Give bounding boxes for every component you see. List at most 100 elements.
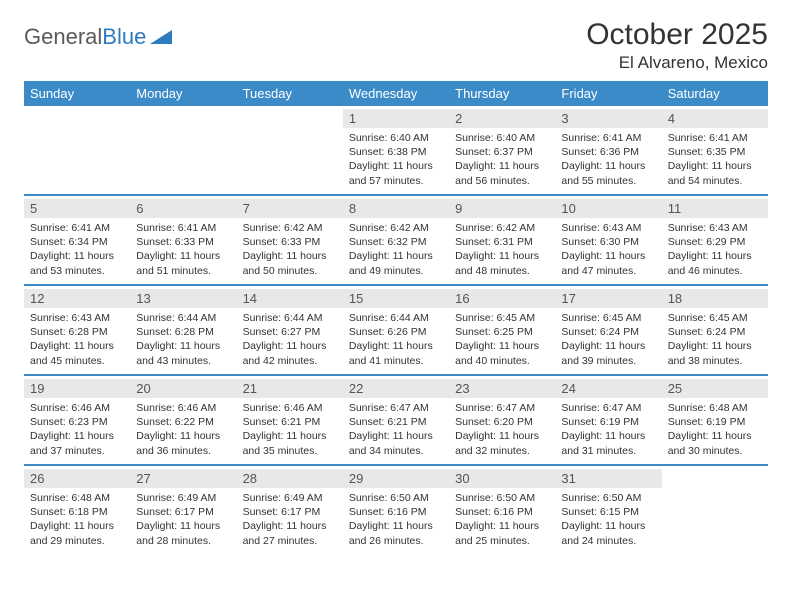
day-details: Sunrise: 6:44 AMSunset: 6:26 PMDaylight:… (349, 311, 443, 368)
day-details: Sunrise: 6:40 AMSunset: 6:37 PMDaylight:… (455, 131, 549, 188)
dayname-monday: Monday (130, 81, 236, 106)
dayname-thursday: Thursday (449, 81, 555, 106)
day-cell: 3 Sunrise: 6:41 AMSunset: 6:36 PMDaylight… (555, 106, 661, 195)
day-details: Sunrise: 6:41 AMSunset: 6:34 PMDaylight:… (30, 221, 124, 278)
day-details: Sunrise: 6:46 AMSunset: 6:23 PMDaylight:… (30, 401, 124, 458)
day-cell: 6 Sunrise: 6:41 AMSunset: 6:33 PMDaylight… (130, 195, 236, 285)
day-details: Sunrise: 6:47 AMSunset: 6:21 PMDaylight:… (349, 401, 443, 458)
day-number: 5 (24, 199, 130, 218)
day-number: 16 (449, 289, 555, 308)
day-cell: 11 Sunrise: 6:43 AMSunset: 6:29 PMDayligh… (662, 195, 768, 285)
day-number: 25 (662, 379, 768, 398)
title-block: October 2025 El Alvareno, Mexico (586, 18, 768, 73)
day-details: Sunrise: 6:40 AMSunset: 6:38 PMDaylight:… (349, 131, 443, 188)
day-details: Sunrise: 6:45 AMSunset: 6:25 PMDaylight:… (455, 311, 549, 368)
week-row: 1 Sunrise: 6:40 AMSunset: 6:38 PMDaylight… (24, 106, 768, 195)
day-cell: 7 Sunrise: 6:42 AMSunset: 6:33 PMDaylight… (237, 195, 343, 285)
day-number: 14 (237, 289, 343, 308)
day-details: Sunrise: 6:50 AMSunset: 6:15 PMDaylight:… (561, 491, 655, 548)
day-number: 17 (555, 289, 661, 308)
day-cell: 27Sunrise: 6:49 AMSunset: 6:17 PMDayligh… (130, 465, 236, 554)
dayname-wednesday: Wednesday (343, 81, 449, 106)
dayname-friday: Friday (555, 81, 661, 106)
day-cell: 21Sunrise: 6:46 AMSunset: 6:21 PMDayligh… (237, 375, 343, 465)
day-cell: 25 Sunrise: 6:48 AMSunset: 6:19 PMDayligh… (662, 375, 768, 465)
day-details: Sunrise: 6:42 AMSunset: 6:31 PMDaylight:… (455, 221, 549, 278)
day-number: 7 (237, 199, 343, 218)
day-cell: 26 Sunrise: 6:48 AMSunset: 6:18 PMDayligh… (24, 465, 130, 554)
day-cell: 22Sunrise: 6:47 AMSunset: 6:21 PMDayligh… (343, 375, 449, 465)
day-number: 13 (130, 289, 236, 308)
day-cell: 10 Sunrise: 6:43 AMSunset: 6:30 PMDayligh… (555, 195, 661, 285)
dayname-sunday: Sunday (24, 81, 130, 106)
day-cell: 9 Sunrise: 6:42 AMSunset: 6:31 PMDaylight… (449, 195, 555, 285)
day-number: 3 (555, 109, 661, 128)
logo-text-blue: Blue (102, 24, 146, 50)
location: El Alvareno, Mexico (586, 53, 768, 73)
day-details: Sunrise: 6:41 AMSunset: 6:35 PMDaylight:… (668, 131, 762, 188)
day-details: Sunrise: 6:42 AMSunset: 6:32 PMDaylight:… (349, 221, 443, 278)
day-details: Sunrise: 6:44 AMSunset: 6:28 PMDaylight:… (136, 311, 230, 368)
day-number: 31 (555, 469, 661, 488)
day-details: Sunrise: 6:46 AMSunset: 6:21 PMDaylight:… (243, 401, 337, 458)
day-cell: 30Sunrise: 6:50 AMSunset: 6:16 PMDayligh… (449, 465, 555, 554)
day-cell: 14 Sunrise: 6:44 AMSunset: 6:27 PMDayligh… (237, 285, 343, 375)
day-cell: 24 Sunrise: 6:47 AMSunset: 6:19 PMDayligh… (555, 375, 661, 465)
day-number: 28 (237, 469, 343, 488)
logo: GeneralBlue (24, 18, 172, 50)
day-number: 29 (343, 469, 449, 488)
day-number: 27 (130, 469, 236, 488)
day-cell: 1 Sunrise: 6:40 AMSunset: 6:38 PMDaylight… (343, 106, 449, 195)
day-cell: 8 Sunrise: 6:42 AMSunset: 6:32 PMDaylight… (343, 195, 449, 285)
day-number: 10 (555, 199, 661, 218)
calendar-body: 1 Sunrise: 6:40 AMSunset: 6:38 PMDaylight… (24, 106, 768, 554)
week-row: 12 Sunrise: 6:43 AMSunset: 6:28 PMDayligh… (24, 285, 768, 375)
day-number: 18 (662, 289, 768, 308)
day-number: 19 (24, 379, 130, 398)
calendar-table: SundayMondayTuesdayWednesdayThursdayFrid… (24, 81, 768, 554)
day-details: Sunrise: 6:43 AMSunset: 6:28 PMDaylight:… (30, 311, 124, 368)
day-cell: 31 Sunrise: 6:50 AMSunset: 6:15 PMDayligh… (555, 465, 661, 554)
dayname-tuesday: Tuesday (237, 81, 343, 106)
day-number: 2 (449, 109, 555, 128)
day-details: Sunrise: 6:45 AMSunset: 6:24 PMDaylight:… (668, 311, 762, 368)
day-number: 4 (662, 109, 768, 128)
day-cell: 16 Sunrise: 6:45 AMSunset: 6:25 PMDayligh… (449, 285, 555, 375)
empty-cell (237, 106, 343, 195)
day-number: 15 (343, 289, 449, 308)
day-number: 8 (343, 199, 449, 218)
day-number: 9 (449, 199, 555, 218)
day-number: 26 (24, 469, 130, 488)
day-details: Sunrise: 6:43 AMSunset: 6:30 PMDaylight:… (561, 221, 655, 278)
day-details: Sunrise: 6:47 AMSunset: 6:19 PMDaylight:… (561, 401, 655, 458)
day-details: Sunrise: 6:44 AMSunset: 6:27 PMDaylight:… (243, 311, 337, 368)
day-cell: 23Sunrise: 6:47 AMSunset: 6:20 PMDayligh… (449, 375, 555, 465)
day-number: 12 (24, 289, 130, 308)
day-details: Sunrise: 6:45 AMSunset: 6:24 PMDaylight:… (561, 311, 655, 368)
day-number: 30 (449, 469, 555, 488)
day-details: Sunrise: 6:41 AMSunset: 6:33 PMDaylight:… (136, 221, 230, 278)
day-details: Sunrise: 6:48 AMSunset: 6:18 PMDaylight:… (30, 491, 124, 548)
day-details: Sunrise: 6:46 AMSunset: 6:22 PMDaylight:… (136, 401, 230, 458)
day-number: 6 (130, 199, 236, 218)
day-number: 24 (555, 379, 661, 398)
day-details: Sunrise: 6:43 AMSunset: 6:29 PMDaylight:… (668, 221, 762, 278)
month-title: October 2025 (586, 18, 768, 51)
day-cell: 13 Sunrise: 6:44 AMSunset: 6:28 PMDayligh… (130, 285, 236, 375)
day-number: 11 (662, 199, 768, 218)
week-row: 19 Sunrise: 6:46 AMSunset: 6:23 PMDayligh… (24, 375, 768, 465)
calendar-head: SundayMondayTuesdayWednesdayThursdayFrid… (24, 81, 768, 106)
day-number: 1 (343, 109, 449, 128)
day-cell: 19 Sunrise: 6:46 AMSunset: 6:23 PMDayligh… (24, 375, 130, 465)
day-cell: 12 Sunrise: 6:43 AMSunset: 6:28 PMDayligh… (24, 285, 130, 375)
week-row: 5 Sunrise: 6:41 AMSunset: 6:34 PMDaylight… (24, 195, 768, 285)
day-details: Sunrise: 6:48 AMSunset: 6:19 PMDaylight:… (668, 401, 762, 458)
day-details: Sunrise: 6:41 AMSunset: 6:36 PMDaylight:… (561, 131, 655, 188)
day-details: Sunrise: 6:42 AMSunset: 6:33 PMDaylight:… (243, 221, 337, 278)
day-details: Sunrise: 6:47 AMSunset: 6:20 PMDaylight:… (455, 401, 549, 458)
calendar-page: GeneralBlue October 2025 El Alvareno, Me… (0, 0, 792, 612)
day-cell: 2 Sunrise: 6:40 AMSunset: 6:37 PMDaylight… (449, 106, 555, 195)
day-cell: 4 Sunrise: 6:41 AMSunset: 6:35 PMDaylight… (662, 106, 768, 195)
day-cell: 15 Sunrise: 6:44 AMSunset: 6:26 PMDayligh… (343, 285, 449, 375)
day-cell: 28Sunrise: 6:49 AMSunset: 6:17 PMDayligh… (237, 465, 343, 554)
